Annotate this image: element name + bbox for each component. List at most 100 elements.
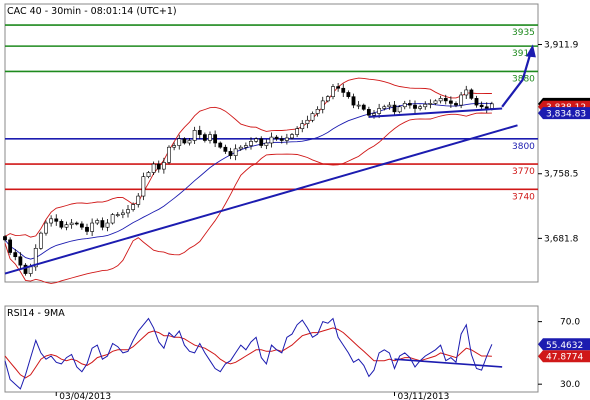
forecast-arrow-head <box>525 44 536 58</box>
candle-body <box>161 162 166 170</box>
candle-body <box>474 98 479 106</box>
candle-body <box>372 113 376 116</box>
candle-body <box>223 146 228 152</box>
candle-body <box>331 86 335 97</box>
candle-body <box>13 252 18 258</box>
candle-body <box>300 123 305 129</box>
candle-body <box>233 148 238 156</box>
candle-body <box>38 232 43 249</box>
candle-body <box>156 163 161 170</box>
candle-body <box>213 134 218 144</box>
rsi-panel-frame <box>4 305 539 393</box>
candle-body <box>177 138 182 146</box>
forecast-arrow-shaft <box>501 48 533 108</box>
candle-body <box>192 130 197 141</box>
candle-body <box>197 130 202 135</box>
candle-body <box>443 98 448 102</box>
bollinger-lower <box>4 112 492 284</box>
candle-body <box>290 134 294 139</box>
candle-body <box>110 214 115 224</box>
candle-body <box>172 145 177 148</box>
level-label-3740: 3740 <box>512 192 535 202</box>
candle-body <box>341 87 346 93</box>
candle-body <box>433 100 438 104</box>
candle-body <box>423 103 428 108</box>
level-label-3800: 3800 <box>512 142 535 152</box>
candle-body <box>361 104 366 110</box>
rsi-ma-line <box>4 327 492 379</box>
candle-body <box>126 209 130 214</box>
candle-body <box>402 103 407 108</box>
candle-body <box>366 109 371 116</box>
candle-body <box>464 89 469 96</box>
rsi-tag-2 <box>538 350 590 363</box>
candle-body <box>382 106 387 109</box>
candle-body <box>228 151 233 156</box>
candle-body <box>8 239 13 253</box>
candle-body <box>356 104 361 107</box>
candle-body <box>64 224 69 228</box>
candle-body <box>105 222 110 228</box>
candle-body <box>95 220 100 224</box>
level-label-3910: 3910 <box>512 49 535 59</box>
candle-body <box>418 106 423 109</box>
rsi-trendline <box>394 358 503 368</box>
level-label-3770: 3770 <box>512 167 535 177</box>
candle-body <box>259 138 264 146</box>
candle-body <box>115 214 120 216</box>
candle-body <box>44 222 48 234</box>
candle-body <box>18 256 23 266</box>
rsi-tag-1 <box>538 338 590 351</box>
trendline-2 <box>368 107 503 118</box>
price-tick-label: 3,911.9 <box>544 41 579 51</box>
candle-body <box>351 96 356 106</box>
candle-body <box>146 172 151 177</box>
candle-body <box>254 138 259 142</box>
candle-body <box>274 136 279 140</box>
candle-body <box>407 103 412 106</box>
candle-body <box>182 138 187 144</box>
candle-body <box>74 222 79 225</box>
candle-body <box>479 104 484 108</box>
chart-title: CAC 40 - 30min - 08:01:14 (UTC+1) <box>7 6 177 17</box>
candle-body <box>284 137 289 141</box>
price-tag-label-3: 3,834.83 <box>546 110 586 120</box>
candle-body <box>120 212 125 215</box>
candle-body <box>295 128 300 135</box>
candle-body <box>320 100 325 110</box>
candle-body <box>187 140 192 144</box>
candle-body <box>208 134 212 141</box>
candle-body <box>305 119 310 124</box>
main-panel-frame <box>4 3 539 283</box>
trendline-1 <box>4 124 518 275</box>
candle-body <box>279 138 284 141</box>
candle-body <box>310 113 315 121</box>
candle-body <box>269 136 274 144</box>
candle-body <box>136 195 141 205</box>
candle-body <box>59 221 64 228</box>
candle-body <box>387 104 392 108</box>
candle-body <box>243 145 248 148</box>
candle-body <box>315 109 320 114</box>
candle-body <box>325 96 330 102</box>
candle-body <box>3 236 7 241</box>
candle-body <box>100 220 105 228</box>
candle-body <box>238 146 243 150</box>
rsi-tag-label-2: 47.8774 <box>546 353 583 363</box>
candle-body <box>484 106 489 109</box>
price-tag-3 <box>538 107 590 120</box>
candle-body <box>459 94 464 106</box>
candle-body <box>141 176 146 197</box>
candle-body <box>131 204 136 210</box>
candle-body <box>413 104 417 109</box>
date-tick-label: 03/11/2013 <box>398 392 450 400</box>
candle-body <box>264 142 269 146</box>
candle-body <box>202 134 207 141</box>
candle-body <box>438 98 443 102</box>
candle-body <box>469 89 474 99</box>
rsi-tick-label: 30.0 <box>560 380 580 390</box>
candle-body <box>151 163 156 173</box>
price-tick-label: 3,681.8 <box>544 234 579 244</box>
